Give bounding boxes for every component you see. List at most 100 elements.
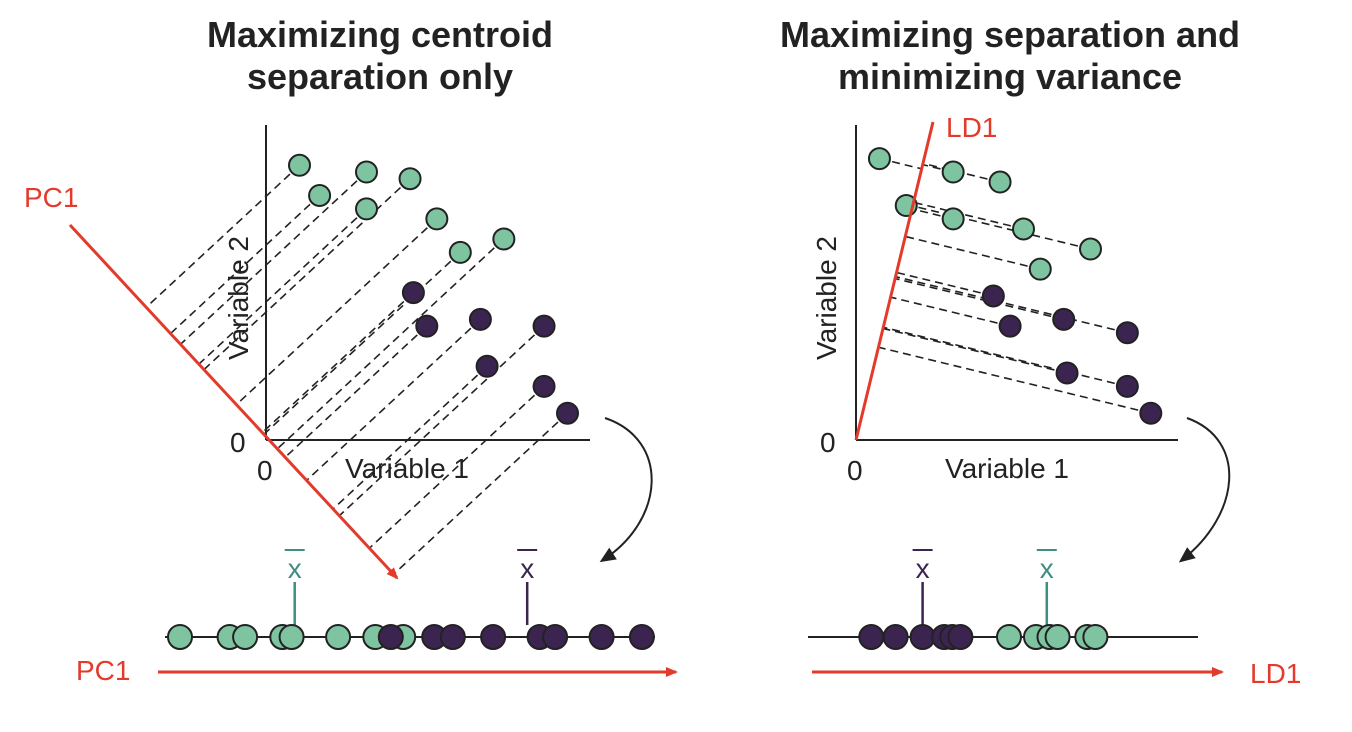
- right-green-point-5: [1012, 217, 1035, 241]
- right-curved-arrow: [1178, 417, 1231, 563]
- right-projection-line-12: [895, 275, 1128, 334]
- left-projection-line-6: [263, 251, 461, 435]
- right-title-line2: minimizing variance: [837, 56, 1183, 97]
- left-projection-line-11: [332, 365, 488, 510]
- left-title-line2: separation only: [246, 56, 514, 97]
- left-green-point-1: [308, 183, 332, 207]
- right-green-point-4: [988, 170, 1012, 194]
- left-projection-line-8: [261, 292, 414, 434]
- left-projection-line-5: [235, 218, 438, 406]
- left-projected-points: [167, 624, 655, 650]
- right-projection-line-5: [913, 201, 1024, 230]
- right-panel-title: Maximizing separation and minimizing var…: [720, 14, 1300, 98]
- left-green-point-2: [355, 160, 378, 184]
- left-projection-line-10: [306, 318, 481, 481]
- left-green-point-3: [355, 197, 378, 221]
- left-projection-line-14: [393, 412, 569, 575]
- left-projection-line-9: [284, 325, 428, 458]
- left-y-origin: 0: [230, 427, 246, 458]
- left-projected-purple-7: [628, 624, 655, 650]
- left-pc1-label-bottom: PC1: [76, 655, 130, 686]
- left-projected-green-4: [278, 624, 305, 650]
- right-projection-line-8: [896, 271, 994, 297]
- right-projected-purple-2: [909, 624, 936, 650]
- right-projection-line-6: [905, 235, 1041, 270]
- left-projected-purple-0: [377, 624, 404, 650]
- right-purple-mean-symbol: x: [916, 553, 930, 584]
- right-green-point-0: [867, 147, 891, 171]
- right-y-origin: 0: [820, 427, 836, 458]
- right-scatter-points: [867, 147, 1163, 425]
- right-projection-line-13: [883, 326, 1128, 388]
- right-x-axis-label: Variable 1: [945, 453, 1069, 484]
- right-purple-point-4: [1115, 321, 1139, 345]
- right-projected-points: [858, 624, 1109, 650]
- right-projection-line-10: [894, 277, 1064, 321]
- right-purple-point-5: [1115, 374, 1139, 398]
- left-projected-purple-5: [542, 624, 569, 650]
- right-ld1-direction: [854, 121, 935, 441]
- left-curved-arrow: [599, 417, 653, 563]
- left-projection-line-2: [179, 171, 368, 345]
- left-green-point-6: [448, 240, 472, 264]
- left-projection-line-0: [145, 164, 301, 308]
- left-pc1-label-top: PC1: [24, 182, 78, 213]
- right-projected-green-0: [996, 624, 1022, 650]
- left-purple-point-2: [468, 307, 492, 331]
- right-projected-green-3: [1044, 624, 1071, 650]
- left-projected-green-2: [232, 624, 259, 650]
- left-projection-line-13: [368, 385, 545, 549]
- left-title-line1: Maximizing centroid: [206, 14, 554, 55]
- left-projection-line-1: [169, 194, 321, 335]
- right-projection-line-7: [912, 205, 1091, 250]
- right-title-line1: Maximizing separation and: [779, 14, 1241, 55]
- right-projection-line-11: [882, 327, 1068, 374]
- right-green-point-3: [941, 207, 965, 231]
- right-projected-purple-5: [947, 624, 974, 650]
- left-scatter-points: [288, 153, 579, 425]
- left-purple-point-5: [532, 374, 556, 398]
- right-ld1-label-bottom: LD1: [1250, 658, 1301, 689]
- left-green-point-4: [398, 167, 422, 191]
- right-green-point-2: [941, 160, 965, 184]
- right-y-axis-label: Variable 2: [811, 236, 842, 360]
- left-purple-point-4: [532, 314, 556, 338]
- right-purple-point-6: [1139, 401, 1163, 425]
- left-projected-purple-2: [439, 624, 466, 650]
- left-purple-point-1: [415, 314, 439, 338]
- right-purple-point-1: [998, 314, 1022, 338]
- left-purple-point-6: [556, 401, 579, 425]
- right-green-mean-symbol: x: [1040, 553, 1054, 584]
- right-projection-lines: [878, 157, 1151, 414]
- right-x-origin: 0: [847, 455, 863, 486]
- right-green-point-7: [1079, 237, 1102, 261]
- right-projection-line-9: [890, 296, 1011, 327]
- left-purple-point-0: [401, 281, 425, 305]
- left-x-origin: 0: [257, 455, 273, 486]
- left-projected-purple-6: [588, 624, 615, 650]
- right-projection-line-14: [878, 346, 1151, 414]
- left-green-point-5: [425, 207, 449, 231]
- right-projected-purple-0: [858, 624, 885, 650]
- left-pc1-direction: [68, 223, 399, 580]
- left-green-mean-symbol: x: [288, 553, 302, 584]
- left-x-axis-label: Variable 1: [345, 453, 469, 484]
- left-projection-lines: [145, 164, 569, 575]
- left-projection-line-12: [338, 325, 545, 517]
- left-green-point-7: [492, 227, 516, 251]
- left-green-point-0: [288, 153, 311, 177]
- left-y-axis-label: Variable 2: [223, 236, 254, 360]
- left-panel-title: Maximizing centroid separation only: [120, 14, 640, 98]
- right-green-point-6: [1028, 257, 1052, 281]
- left-projected-purple-3: [480, 624, 507, 650]
- right-ld1-label-top: LD1: [946, 112, 997, 143]
- left-projected-green-0: [167, 624, 193, 650]
- right-projected-purple-1: [882, 624, 909, 650]
- right-purple-point-3: [1055, 361, 1079, 385]
